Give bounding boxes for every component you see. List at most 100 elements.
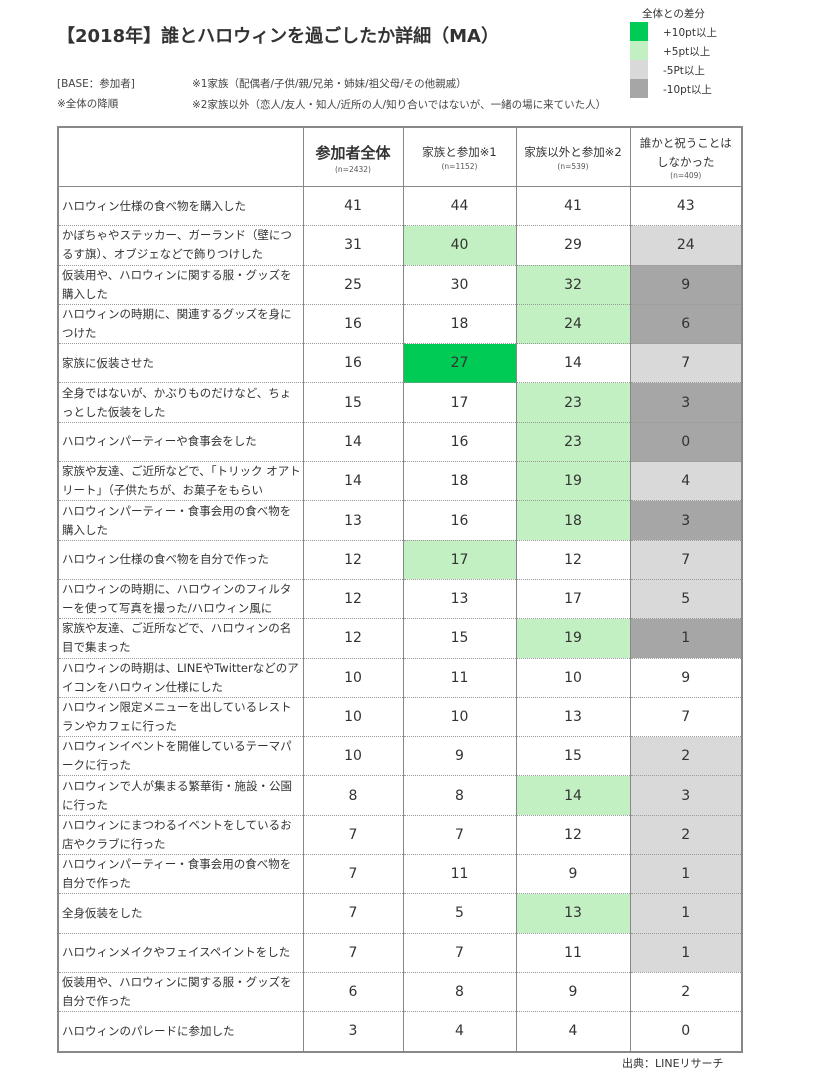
row-label: 仮装用や、ハロウィンに関する服・グッズを購入した [57, 265, 304, 305]
value-cell: 13 [302, 500, 404, 541]
results-table: 参加者全体 (n=2432) 家族と参加※1 (n=1152) 家族以外と参加※2(… [57, 126, 743, 1053]
value-cell: 23 [515, 382, 631, 423]
value-cell: 1 [629, 893, 743, 934]
value-cell: 27 [402, 343, 517, 384]
value-cell: 3 [629, 500, 743, 541]
table-row: 家族や友達、ご近所などで、「トリック オアトリート」（子供たちが、お菓子をもらい… [57, 461, 743, 502]
header-family: 家族と参加※1 (n=1152) [402, 127, 517, 187]
row-label: ハロウィンパーティーや食事会をした [57, 422, 304, 463]
table-row: ハロウィンパーティーや食事会をした 14 16 23 0 [57, 422, 743, 463]
table-row: ハロウィンの時期に、関連するグッズを身につけた 16 18 24 6 [57, 304, 743, 345]
row-label: ハロウィンにまつわるイベントをしているお店やクラブに行った [57, 815, 304, 856]
value-cell: 19 [515, 618, 631, 659]
legend-label: -5Pt以上 [663, 65, 705, 77]
value-cell: 8 [302, 775, 404, 816]
value-cell: 17 [515, 579, 631, 620]
row-label: 家族や友達、ご近所などで、「トリック オアトリート」（子供たちが、お菓子をもらい [57, 461, 304, 502]
table-row: かぼちゃやステッカー、ガーランド（壁につるす旗）、オブジェなどで飾りつけした 31… [57, 225, 743, 266]
value-cell: 12 [515, 815, 631, 856]
value-cell: 0 [629, 1011, 743, 1053]
value-cell: 14 [515, 343, 631, 384]
header-row: 参加者全体 (n=2432) 家族と参加※1 (n=1152) 家族以外と参加※2(… [57, 127, 743, 187]
header-label: 家族と参加※1 [422, 145, 497, 160]
source-credit: 出典：LINEリサーチ [622, 1057, 724, 1070]
value-cell: 12 [515, 540, 631, 580]
value-cell: 13 [402, 579, 517, 620]
value-cell: 6 [629, 304, 743, 345]
value-cell: 16 [302, 304, 404, 345]
legend-label: +10pt以上 [663, 27, 717, 39]
value-cell: 7 [402, 933, 517, 973]
table-row: ハロウィンイベントを開催しているテーマパークに行った 10 9 15 2 [57, 736, 743, 777]
header-n: (n=2432) [335, 164, 371, 174]
value-cell: 31 [302, 225, 404, 266]
value-cell: 41 [515, 186, 631, 227]
table-row: ハロウィン仕様の食べ物を自分で作った 12 17 12 7 [57, 540, 743, 580]
value-cell: 30 [402, 265, 517, 305]
value-cell: 15 [402, 618, 517, 659]
value-cell: 8 [402, 775, 517, 816]
value-cell: 2 [629, 736, 743, 777]
value-cell: 2 [629, 815, 743, 856]
value-cell: 14 [302, 422, 404, 463]
value-cell: 10 [302, 736, 404, 777]
header-label: 参加者全体 [315, 143, 391, 162]
value-cell: 16 [402, 500, 517, 541]
value-cell: 5 [402, 893, 517, 934]
row-label: 家族に仮装させた [57, 343, 304, 384]
value-cell: 12 [302, 540, 404, 580]
value-cell: 18 [515, 500, 631, 541]
value-cell: 7 [302, 933, 404, 973]
value-cell: 9 [629, 265, 743, 305]
row-label: ハロウィンの時期に、ハロウィンのフィルターを使って写真を撮った/ハロウィン風に [57, 579, 304, 620]
value-cell: 7 [629, 343, 743, 384]
table-row: ハロウィンの時期に、ハロウィンのフィルターを使って写真を撮った/ハロウィン風に 1… [57, 579, 743, 620]
row-label: ハロウィン仕様の食べ物を自分で作った [57, 540, 304, 580]
table-row: ハロウィンで人が集まる繁華街・施設・公園に行った 8 8 14 3 [57, 775, 743, 816]
page-title: 【2018年】誰とハロウィンを過ごしたか詳細（MA） [57, 26, 499, 47]
value-cell: 7 [402, 815, 517, 856]
legend-swatch-plus10 [630, 22, 648, 41]
value-cell: 25 [302, 265, 404, 305]
value-cell: 18 [402, 461, 517, 502]
value-cell: 7 [302, 893, 404, 934]
header-non-family: 家族以外と参加※2 (n=539) [515, 127, 631, 187]
non-family-note: ※2家族以外（恋人/友人・知人/近所の人/知り合いではないが、一緒の場に来ていた… [192, 99, 607, 111]
value-cell: 12 [302, 618, 404, 659]
table-row: ハロウィンパーティー・食事会用の食べ物を自分で作った 7 11 9 1 [57, 854, 743, 895]
value-cell: 44 [402, 186, 517, 227]
value-cell: 7 [302, 854, 404, 895]
table-row: ハロウィンのパレードに参加した 3 4 4 0 [57, 1011, 743, 1053]
value-cell: 7 [302, 815, 404, 856]
value-cell: 9 [515, 972, 631, 1013]
table-row: ハロウィン限定メニューを出しているレストランやカフェに行った 10 10 13 7 [57, 697, 743, 738]
header-label: 家族以外と参加※2 [524, 145, 622, 160]
value-cell: 32 [515, 265, 631, 305]
row-label: ハロウィンで人が集まる繁華街・施設・公園に行った [57, 775, 304, 816]
value-cell: 24 [515, 304, 631, 345]
table-row: 全身仮装をした 7 5 13 1 [57, 893, 743, 934]
table-row: ハロウィンメイクやフェイスペイントをした 7 7 11 1 [57, 933, 743, 973]
value-cell: 7 [629, 697, 743, 738]
value-cell: 5 [629, 579, 743, 620]
value-cell: 13 [515, 697, 631, 738]
value-cell: 3 [302, 1011, 404, 1053]
value-cell: 19 [515, 461, 631, 502]
value-cell: 6 [302, 972, 404, 1013]
row-label: ハロウィン限定メニューを出しているレストランやカフェに行った [57, 697, 304, 738]
table-row: 仮装用や、ハロウィンに関する服・グッズを購入した 25 30 32 9 [57, 265, 743, 305]
value-cell: 40 [402, 225, 517, 266]
value-cell: 29 [515, 225, 631, 266]
table-row: ハロウィンの時期は、LINEやTwitterなどのアイコンをハロウィン仕様にした… [57, 658, 743, 698]
family-note: ※1家族（配偶者/子供/親/兄弟・姉妹/祖父母/その他親戚） [192, 78, 467, 90]
table-row: 仮装用や、ハロウィンに関する服・グッズを自分で作った 6 8 9 2 [57, 972, 743, 1013]
value-cell: 1 [629, 933, 743, 973]
value-cell: 4 [402, 1011, 517, 1053]
row-label: かぼちゃやステッカー、ガーランド（壁につるす旗）、オブジェなどで飾りつけした [57, 225, 304, 266]
value-cell: 24 [629, 225, 743, 266]
header-no-celebration: 誰かと祝うことはしなかった (n=409) [629, 127, 743, 187]
value-cell: 1 [629, 618, 743, 659]
value-cell: 3 [629, 382, 743, 423]
row-label: ハロウィンメイクやフェイスペイントをした [57, 933, 304, 973]
